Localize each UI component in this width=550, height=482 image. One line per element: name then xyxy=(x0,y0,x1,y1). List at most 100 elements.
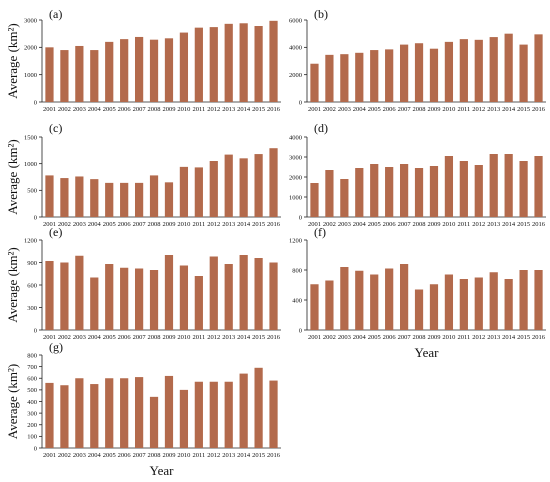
panel-label: (c) xyxy=(49,121,62,135)
x-tick-label: 2001 xyxy=(43,334,56,341)
x-tick-label: 2008 xyxy=(148,334,161,341)
bar-2014 xyxy=(239,158,248,217)
bar-2005 xyxy=(105,182,114,217)
x-tick-label: 2004 xyxy=(353,106,367,113)
bar-2004 xyxy=(90,50,99,102)
x-tick-label: 2006 xyxy=(118,106,132,113)
bar-2003 xyxy=(340,54,349,102)
bar-2003 xyxy=(75,45,84,102)
x-tick-label: 2010 xyxy=(177,106,190,113)
bar-2012 xyxy=(209,381,218,448)
bar-2005 xyxy=(105,264,114,330)
x-tick-label: 2004 xyxy=(353,334,367,341)
x-tick-label: 2006 xyxy=(383,221,397,228)
bar-2008 xyxy=(149,396,159,448)
bar-2006 xyxy=(120,182,129,217)
x-tick-label: 2010 xyxy=(177,334,190,341)
bar-2016 xyxy=(269,262,278,330)
x-tick-label: 2002 xyxy=(58,452,71,459)
x-tick-label: 2005 xyxy=(103,452,116,459)
y-tick-label: 900 xyxy=(27,260,37,267)
bar-2005 xyxy=(105,41,114,102)
x-tick-label: 2004 xyxy=(88,334,102,341)
x-tick-label: 2005 xyxy=(368,106,381,113)
x-tick-label: 2012 xyxy=(472,106,485,113)
y-tick-label: 0 xyxy=(299,327,302,334)
bar-2011 xyxy=(459,161,468,217)
x-tick-label: 2016 xyxy=(267,106,281,113)
x-tick-label: 2009 xyxy=(427,106,440,113)
x-tick-label: 2003 xyxy=(73,334,86,341)
panel-label: (d) xyxy=(314,121,328,135)
bar-2008 xyxy=(149,39,159,102)
bar-2005 xyxy=(370,50,379,102)
x-tick-label: 2011 xyxy=(192,452,205,459)
bar-2009 xyxy=(164,375,174,448)
y-tick-label: 0 xyxy=(34,327,37,334)
x-tick-label: 2001 xyxy=(308,221,321,228)
bar-2003 xyxy=(75,176,84,217)
x-tick-label: 2009 xyxy=(427,221,440,228)
y-tick-label: 0 xyxy=(34,99,37,106)
x-tick-label: 2002 xyxy=(58,221,71,228)
bar-2014 xyxy=(504,279,513,330)
bar-2002 xyxy=(60,50,69,102)
y-tick-label: 1000 xyxy=(24,161,37,168)
bar-2013 xyxy=(489,154,498,217)
y-axis-title: Average (km²) xyxy=(5,247,20,322)
x-tick-label: 2004 xyxy=(88,106,102,113)
x-tick-label: 2008 xyxy=(148,221,161,228)
x-tick-label: 2003 xyxy=(338,106,351,113)
bar-2003 xyxy=(75,255,84,330)
x-tick-label: 2010 xyxy=(442,106,455,113)
x-tick-label: 2008 xyxy=(148,452,161,459)
x-tick-label: 2001 xyxy=(43,452,56,459)
y-tick-label: 500 xyxy=(27,387,37,394)
bar-2002 xyxy=(325,170,334,217)
x-tick-label: 2006 xyxy=(118,452,132,459)
y-tick-label: 1000 xyxy=(289,194,302,201)
x-tick-label: 2008 xyxy=(413,334,426,341)
bar-2007 xyxy=(134,182,144,217)
bar-2013 xyxy=(224,154,233,217)
x-tick-label: 2015 xyxy=(252,221,265,228)
x-tick-label: 2009 xyxy=(427,334,440,341)
bar-2012 xyxy=(209,27,218,102)
bar-2012 xyxy=(474,277,483,330)
bar-2016 xyxy=(534,34,543,102)
bar-2007 xyxy=(134,36,144,103)
panel-c: 0 500 1000 1500 2001 2002 2003 2004 2005 2006 2007… xyxy=(5,121,281,228)
x-tick-label: 2014 xyxy=(502,221,516,228)
x-tick-label: 2007 xyxy=(398,106,412,113)
bar-2006 xyxy=(120,267,129,330)
x-tick-label: 2006 xyxy=(118,221,132,228)
bar-2001 xyxy=(45,47,54,102)
bar-2009 xyxy=(164,182,174,217)
bar-2015 xyxy=(519,161,528,217)
x-tick-label: 2003 xyxy=(73,452,86,459)
bar-2012 xyxy=(209,161,218,217)
x-tick-label: 2003 xyxy=(73,106,86,113)
x-tick-label: 2002 xyxy=(323,221,336,228)
x-tick-label: 2016 xyxy=(532,334,546,341)
y-tick-label: 1500 xyxy=(24,134,37,141)
bar-2009 xyxy=(164,255,174,330)
x-tick-label: 2002 xyxy=(323,334,336,341)
y-tick-label: 0 xyxy=(299,99,302,106)
x-tick-label: 2005 xyxy=(368,334,381,341)
panel-label: (b) xyxy=(314,7,328,21)
x-tick-label: 2012 xyxy=(472,221,485,228)
x-tick-label: 2006 xyxy=(383,106,397,113)
x-tick-label: 2009 xyxy=(162,106,175,113)
y-tick-label: 2000 xyxy=(24,45,37,52)
bar-2009 xyxy=(429,48,439,102)
x-tick-label: 2012 xyxy=(207,452,220,459)
x-tick-label: 2011 xyxy=(192,106,205,113)
bar-2009 xyxy=(429,284,439,330)
x-tick-label: 2015 xyxy=(517,106,530,113)
bar-2015 xyxy=(519,270,528,330)
x-tick-label: 2007 xyxy=(398,221,412,228)
bar-2006 xyxy=(385,268,394,330)
